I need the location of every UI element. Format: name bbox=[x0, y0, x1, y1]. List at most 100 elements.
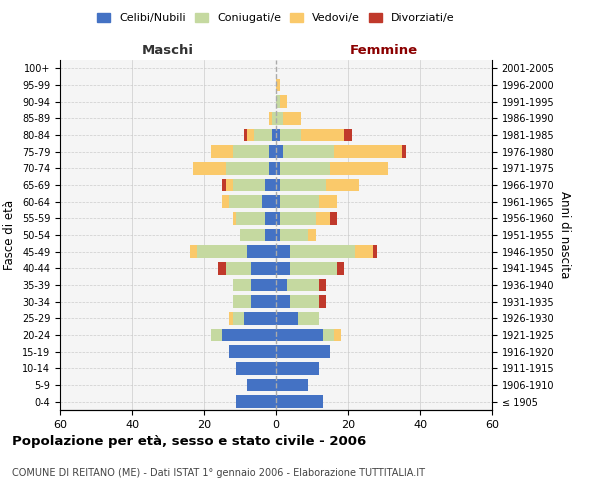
Bar bbox=[283, 146, 334, 158]
Bar bbox=[276, 346, 330, 358]
Bar bbox=[290, 246, 355, 258]
Bar bbox=[280, 196, 319, 208]
Bar bbox=[222, 179, 226, 192]
Bar bbox=[301, 129, 344, 141]
Bar bbox=[276, 246, 290, 258]
Bar bbox=[276, 262, 290, 274]
Bar bbox=[226, 162, 269, 174]
Bar bbox=[276, 312, 298, 324]
Bar bbox=[319, 196, 337, 208]
Bar bbox=[280, 179, 326, 192]
Bar bbox=[290, 262, 337, 274]
Bar bbox=[330, 162, 388, 174]
Bar bbox=[251, 262, 276, 274]
Bar bbox=[276, 329, 323, 341]
Bar bbox=[197, 246, 247, 258]
Bar bbox=[226, 179, 233, 192]
Bar bbox=[326, 179, 359, 192]
Bar bbox=[251, 296, 276, 308]
Bar bbox=[319, 296, 326, 308]
Bar bbox=[355, 246, 373, 258]
Bar bbox=[276, 146, 283, 158]
Bar bbox=[236, 396, 276, 408]
Bar bbox=[402, 146, 406, 158]
Bar bbox=[298, 312, 319, 324]
Bar bbox=[287, 279, 319, 291]
Bar bbox=[276, 229, 280, 241]
Text: Femmine: Femmine bbox=[350, 44, 418, 57]
Bar bbox=[276, 396, 323, 408]
Bar bbox=[276, 112, 283, 124]
Bar bbox=[334, 329, 341, 341]
Bar bbox=[290, 296, 319, 308]
Text: COMUNE DI REITANO (ME) - Dati ISTAT 1° gennaio 2006 - Elaborazione TUTTITALIA.IT: COMUNE DI REITANO (ME) - Dati ISTAT 1° g… bbox=[12, 468, 425, 477]
Bar bbox=[280, 229, 308, 241]
Bar bbox=[233, 146, 269, 158]
Bar bbox=[229, 346, 276, 358]
Legend: Celibi/Nubili, Coniugati/e, Vedovi/e, Divorziati/e: Celibi/Nubili, Coniugati/e, Vedovi/e, Di… bbox=[93, 8, 459, 28]
Bar bbox=[276, 96, 280, 108]
Bar bbox=[280, 162, 330, 174]
Bar bbox=[251, 279, 276, 291]
Bar bbox=[280, 129, 301, 141]
Bar bbox=[276, 379, 308, 391]
Bar bbox=[226, 262, 251, 274]
Bar bbox=[316, 212, 330, 224]
Bar bbox=[337, 262, 344, 274]
Bar bbox=[344, 129, 352, 141]
Text: Maschi: Maschi bbox=[142, 44, 194, 57]
Bar bbox=[276, 179, 280, 192]
Text: Popolazione per età, sesso e stato civile - 2006: Popolazione per età, sesso e stato civil… bbox=[12, 435, 366, 448]
Bar bbox=[265, 179, 276, 192]
Bar bbox=[319, 279, 326, 291]
Bar bbox=[233, 212, 236, 224]
Y-axis label: Anni di nascita: Anni di nascita bbox=[558, 192, 571, 278]
Bar bbox=[276, 279, 287, 291]
Bar bbox=[190, 246, 197, 258]
Bar bbox=[211, 329, 222, 341]
Bar bbox=[229, 312, 233, 324]
Bar bbox=[244, 129, 247, 141]
Bar bbox=[236, 362, 276, 374]
Bar bbox=[280, 212, 316, 224]
Bar bbox=[244, 312, 276, 324]
Bar bbox=[272, 112, 276, 124]
Bar bbox=[276, 129, 280, 141]
Bar bbox=[211, 146, 233, 158]
Bar bbox=[272, 129, 276, 141]
Bar bbox=[269, 112, 272, 124]
Bar bbox=[229, 196, 262, 208]
Bar bbox=[276, 212, 280, 224]
Bar bbox=[247, 379, 276, 391]
Bar bbox=[193, 162, 226, 174]
Bar bbox=[334, 146, 402, 158]
Bar bbox=[233, 279, 251, 291]
Bar bbox=[373, 246, 377, 258]
Bar bbox=[222, 329, 276, 341]
Bar bbox=[308, 229, 316, 241]
Bar bbox=[247, 246, 276, 258]
Bar bbox=[222, 196, 229, 208]
Bar bbox=[233, 312, 244, 324]
Bar bbox=[276, 196, 280, 208]
Y-axis label: Fasce di età: Fasce di età bbox=[4, 200, 16, 270]
Bar bbox=[276, 79, 280, 92]
Bar bbox=[265, 229, 276, 241]
Bar bbox=[236, 212, 265, 224]
Bar bbox=[330, 212, 337, 224]
Bar bbox=[240, 229, 265, 241]
Bar bbox=[283, 112, 301, 124]
Bar bbox=[276, 296, 290, 308]
Bar bbox=[247, 129, 254, 141]
Bar bbox=[280, 96, 287, 108]
Bar bbox=[323, 329, 334, 341]
Bar bbox=[262, 196, 276, 208]
Bar bbox=[269, 146, 276, 158]
Bar bbox=[276, 362, 319, 374]
Bar bbox=[218, 262, 226, 274]
Bar bbox=[269, 162, 276, 174]
Bar bbox=[254, 129, 272, 141]
Bar bbox=[233, 179, 265, 192]
Bar bbox=[233, 296, 251, 308]
Bar bbox=[276, 162, 280, 174]
